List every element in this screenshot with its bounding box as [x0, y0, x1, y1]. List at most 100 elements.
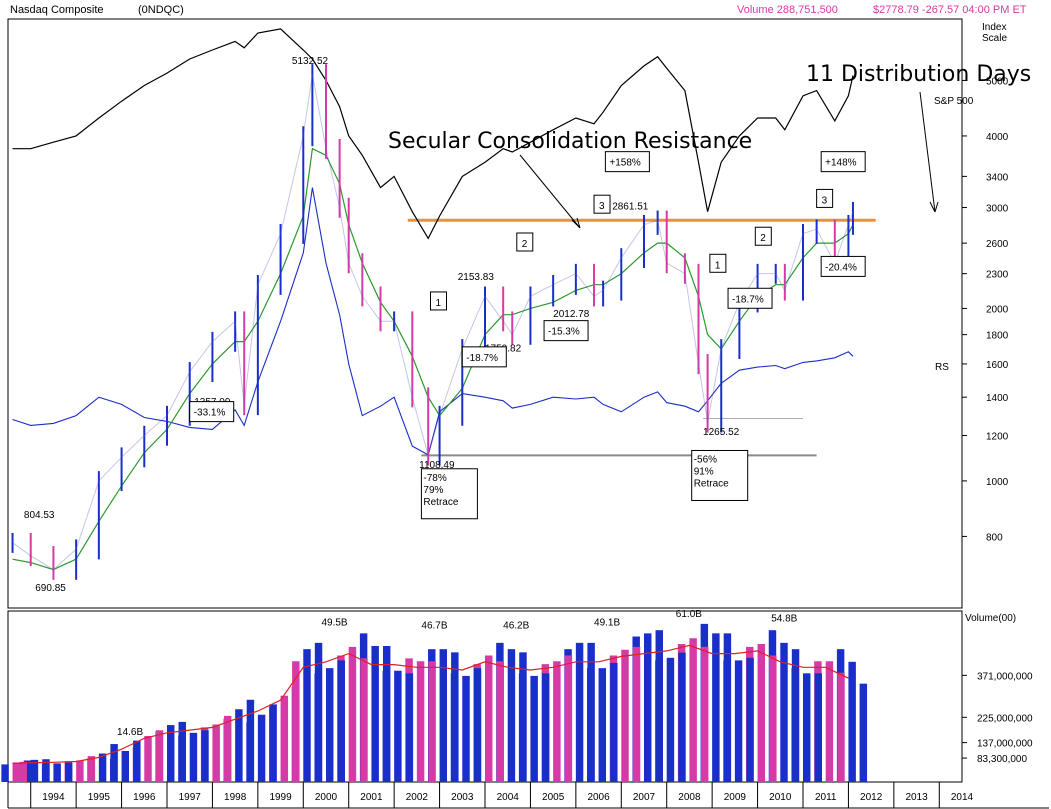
volume-bar	[337, 660, 345, 782]
percent-label: -33.1%	[194, 408, 226, 419]
volume-bar	[769, 655, 777, 782]
y-tick-label: 800	[986, 532, 1003, 543]
volume-peak-label: 49.1B	[594, 618, 620, 629]
volume-peak-label: 61.0B	[676, 609, 702, 620]
retrace-box	[691, 449, 749, 501]
volume-bar	[564, 655, 573, 782]
x-tick-label: 1996	[133, 792, 156, 803]
price-label: 690.85	[35, 583, 66, 594]
count-box	[593, 194, 611, 214]
price-label: 2861.51	[612, 202, 649, 213]
volume-bar	[541, 673, 550, 782]
volume-bar	[1, 764, 9, 782]
volume-bar	[712, 633, 720, 782]
y-tick-label: 1800	[986, 331, 1009, 342]
y-tick-label: 5000	[986, 76, 1009, 87]
percent-label: +158%	[609, 158, 641, 169]
volume-bar	[859, 683, 868, 782]
volume-bar	[189, 732, 198, 782]
volume-peak-label: 49.5B	[321, 618, 347, 629]
x-tick-label: 2004	[497, 792, 520, 803]
price-panel-frame	[7, 18, 963, 609]
volume-bar	[382, 646, 391, 782]
sp500-line	[12, 28, 854, 240]
volume-bar	[394, 670, 402, 782]
volume-bar	[246, 699, 255, 782]
count-box	[429, 291, 447, 311]
volume-bar	[19, 761, 27, 782]
x-tick-label: 2008	[678, 792, 701, 803]
volume-bar	[678, 652, 686, 782]
count-box	[754, 226, 772, 246]
percent-box	[543, 320, 589, 342]
volume-bar	[791, 649, 800, 782]
volume-bar	[98, 753, 107, 782]
x-tick-label: 1995	[88, 792, 111, 803]
y-tick-label: 1000	[986, 477, 1009, 488]
volume-bar	[610, 662, 618, 782]
volume-bar	[428, 661, 436, 782]
y-tick-label: 3400	[986, 172, 1009, 183]
percent-label: -18.7%	[466, 353, 498, 364]
y-tick-label: 2000	[986, 304, 1009, 315]
volume-bar	[121, 750, 130, 782]
volume-bar	[133, 740, 141, 782]
volume-tick-label: 225,000,000	[977, 713, 1033, 724]
symbol-code: (0NDQC)	[138, 4, 184, 16]
volume-bar	[519, 652, 527, 782]
price-label: 1265.52	[703, 427, 740, 438]
volume-bar	[814, 673, 822, 782]
volume-bar	[64, 762, 73, 782]
volume-peak-label: 54.8B	[771, 613, 797, 624]
volume-bar	[110, 744, 118, 782]
volume-bar	[326, 668, 334, 782]
volume-peak-label: 46.2B	[503, 621, 529, 632]
volume-peak-label: 46.7B	[421, 621, 447, 632]
volume-bar	[416, 661, 425, 782]
resistance-annotation: Secular Consolidation Resistance	[388, 129, 752, 154]
volume-bar	[746, 657, 754, 782]
volume-bar	[371, 646, 379, 782]
volume-bar	[405, 673, 414, 782]
distribution-annotation: 11 Distribution Days	[806, 62, 1031, 87]
volume-bar	[689, 638, 697, 782]
x-tick-label: 2002	[406, 792, 429, 803]
volume-bar	[757, 644, 766, 782]
volume-bar	[621, 649, 629, 782]
resistance-arrowhead	[571, 217, 581, 229]
resistance-arrow	[519, 154, 581, 229]
volume-bar	[666, 657, 675, 782]
volume-bar	[292, 661, 300, 782]
volume-bar	[575, 642, 584, 782]
volume-bar	[507, 649, 516, 782]
volume-bar	[280, 695, 289, 782]
percent-box	[820, 255, 866, 277]
volume-bar	[598, 668, 607, 782]
volume-bar	[314, 642, 323, 782]
volume-bar	[23, 760, 32, 782]
distribution-arrow	[919, 91, 936, 213]
distribution-arrowhead	[929, 201, 939, 213]
volume-bar	[632, 646, 641, 782]
retrace-label: Retrace	[423, 497, 458, 508]
y-tick-label: 4000	[986, 132, 1009, 143]
volume-bar	[303, 649, 311, 782]
volume-axis-title: Volume(00)	[965, 613, 1016, 624]
symbol-name: Nasdaq Composite	[10, 4, 104, 16]
y-tick-label: 2300	[986, 270, 1009, 281]
volume-bar	[825, 661, 834, 782]
percent-label: -18.7%	[732, 294, 764, 305]
x-tick-label: 2011	[815, 792, 837, 803]
price-readout: $2778.79 -267.57 04:00 PM ET	[873, 4, 1027, 16]
volume-bar	[644, 633, 652, 782]
volume-moving-average	[12, 644, 849, 764]
y-tick-label: 3000	[986, 204, 1009, 215]
retrace-label: -56%	[694, 454, 717, 465]
price-label: 2012.78	[553, 309, 590, 320]
chart-header: Nasdaq Composite (0NDQC) Volume 288,751,…	[0, 0, 1051, 19]
volume-bar	[655, 630, 663, 782]
percent-box	[461, 346, 507, 368]
x-tick-label: 2005	[542, 792, 565, 803]
rs-line	[12, 187, 854, 456]
count-box	[816, 188, 834, 208]
